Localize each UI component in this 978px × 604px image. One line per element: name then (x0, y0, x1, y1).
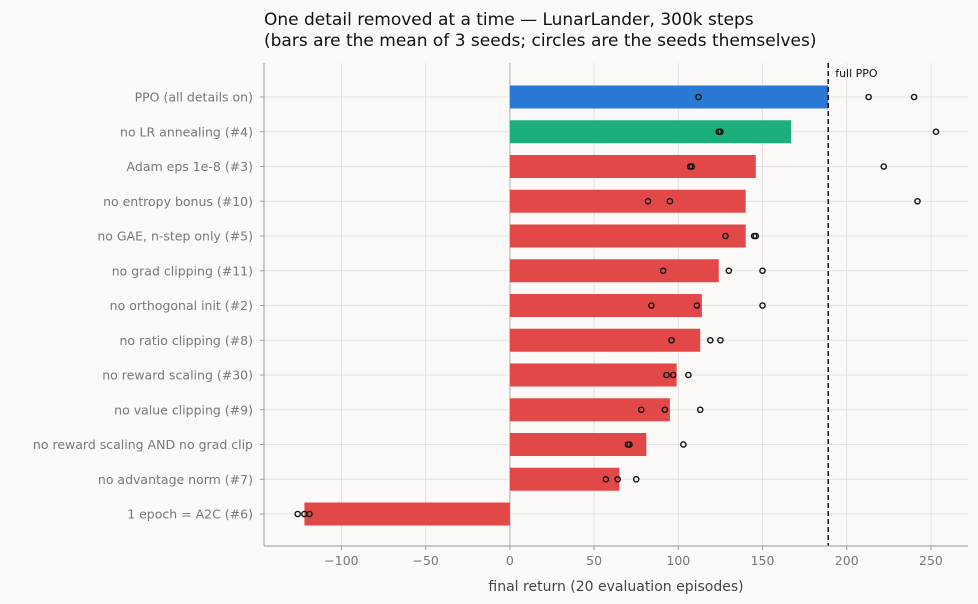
chart-title-line-1: One detail removed at a time — LunarLand… (264, 10, 754, 30)
seed-markers (294, 93, 940, 518)
bars (304, 85, 829, 526)
seed-point (910, 93, 918, 101)
seed-point (614, 475, 621, 483)
bar (509, 224, 746, 248)
seed-point (632, 475, 640, 483)
y-tick-label: no advantage norm (#7) (98, 472, 253, 487)
x-tick-label: 150 (751, 553, 775, 568)
seed-point (717, 336, 724, 344)
bar (509, 433, 647, 456)
seed-point (865, 93, 872, 101)
y-tick-label: no LR annealing (#4) (120, 124, 253, 139)
x-tick-label: 0 (506, 553, 514, 568)
x-tick-label: 250 (919, 553, 943, 568)
seed-point (661, 406, 669, 414)
seed-point (759, 267, 766, 275)
seed-point (637, 406, 645, 414)
seed-point (602, 475, 610, 483)
seed-point (685, 371, 692, 379)
seed-point (695, 93, 702, 101)
bar (509, 259, 719, 283)
seed-point (717, 128, 724, 136)
axes: −100 −50 0 50 100 150 200 250 PPO (all details o… (33, 63, 968, 568)
seed-point (680, 441, 687, 448)
seed-point (663, 371, 670, 379)
y-tick-label: no GAE, n-step only (#5) (97, 229, 253, 244)
reference-line: full PPO (827, 63, 878, 546)
seed-point (668, 336, 675, 344)
chart-title-line-2: (bars are the mean of 3 seeds; circles a… (264, 31, 816, 51)
seed-point (648, 302, 655, 309)
bar (304, 502, 510, 526)
seed-point (306, 510, 313, 518)
y-tick-label: no entropy bonus (#10) (103, 194, 253, 209)
seed-point (659, 267, 667, 275)
y-tick-label: PPO (all details on) (135, 90, 253, 105)
seed-point (626, 441, 633, 448)
x-tick-label: −100 (324, 553, 358, 568)
seed-point (693, 302, 701, 309)
seed-point (725, 267, 733, 275)
bar (509, 294, 702, 317)
seed-point (914, 197, 921, 205)
y-tick-label: no reward scaling (#30) (102, 368, 253, 383)
bar (509, 328, 701, 352)
seed-point (666, 197, 674, 205)
seed-point (669, 371, 677, 379)
seed-point (759, 302, 766, 309)
seed-point (880, 163, 888, 170)
y-tick-label: no reward scaling AND no grad clip (33, 437, 253, 452)
seed-point (696, 406, 704, 414)
bar (509, 398, 670, 422)
x-axis-label: final return (20 evaluation episodes) (488, 579, 743, 595)
x-tick-label: 50 (586, 553, 602, 568)
bar (509, 155, 756, 178)
y-tick-label: no orthogonal init (#2) (110, 298, 253, 313)
y-tick-label: no ratio clipping (#8) (119, 333, 253, 348)
bar (509, 467, 620, 491)
seed-point (932, 128, 940, 136)
x-tick-label: 100 (666, 553, 690, 568)
full-ppo-reference-label: full PPO (835, 67, 878, 80)
seed-point (688, 163, 696, 170)
bar (509, 120, 792, 144)
y-tick-label: 1 epoch = A2C (#6) (127, 507, 253, 522)
bar (509, 85, 829, 109)
seed-point (707, 336, 714, 344)
y-tick-label: no grad clipping (#11) (112, 263, 253, 278)
bar (509, 363, 677, 387)
seed-point (722, 232, 729, 240)
x-tick-label: 200 (835, 553, 859, 568)
y-tick-label: no value clipping (#9) (114, 402, 253, 417)
seed-point (752, 232, 760, 240)
x-tick-label: −50 (412, 553, 438, 568)
bar (509, 189, 746, 213)
seed-point (294, 510, 301, 518)
y-tick-label: Adam eps 1e-8 (#3) (127, 159, 253, 174)
seed-point (644, 197, 652, 205)
